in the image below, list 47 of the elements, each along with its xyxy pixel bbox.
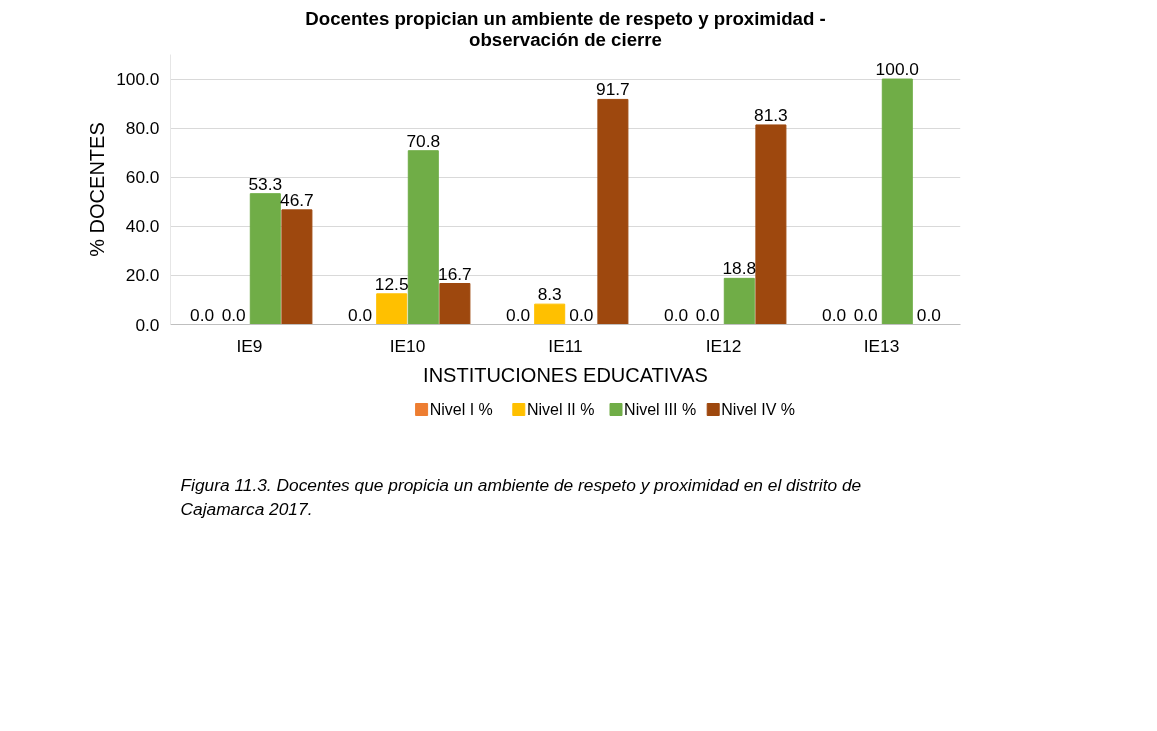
bar (881, 78, 913, 325)
bar (755, 124, 787, 325)
legend-label: Nivel III % (624, 401, 697, 418)
data-label: 0.0 (569, 304, 594, 325)
data-label: 53.3 (248, 173, 283, 194)
y-tick-label: 80.0 (125, 118, 160, 139)
data-label: 0.0 (695, 304, 720, 325)
y-tick-label: 20.0 (125, 265, 160, 286)
x-axis-title: INSTITUCIONES EDUCATIVAS (423, 363, 708, 386)
data-label: 0.0 (348, 304, 373, 325)
data-label: 0.0 (664, 304, 689, 325)
bar (723, 277, 755, 325)
data-label: 0.0 (822, 304, 847, 325)
y-tick-label: 100.0 (116, 69, 160, 90)
y-tick-label: 40.0 (125, 216, 160, 237)
text: Figura 11.3. Docentes que propicia un ambiente de respeto y proximidad en el distrito de Cajamarca 2017. (180, 474, 862, 519)
x-tick-label: IE11 (548, 335, 583, 356)
data-label: 16.7 (438, 263, 472, 284)
y-tick-label: 0.0 (135, 314, 160, 335)
data-label: 0.0 (221, 304, 246, 325)
legend-label: Nivel II % (526, 401, 595, 418)
data-label: 81.3 (754, 104, 788, 125)
data-label: 70.8 (406, 130, 441, 151)
y-axis-title: % DOCENTES (86, 122, 109, 257)
x-tick-label: IE13 (863, 335, 900, 356)
x-tick-label: IE12 (705, 335, 742, 356)
y-tick-label: 60.0 (125, 167, 160, 188)
data-label: 8.3 (537, 284, 562, 305)
chart-title: Docentes propician un ambiente de respeto y proximidad - observación de cierre (305, 7, 826, 50)
data-label: 0.0 (506, 304, 531, 325)
data-label: 0.0 (190, 304, 215, 325)
bar (376, 293, 408, 325)
legend-label: Nivel I % (429, 401, 493, 418)
x-tick-label: IE10 (389, 335, 426, 356)
legend-label: Nivel IV % (721, 401, 796, 418)
x-tick-label: IE9 (236, 335, 263, 356)
data-label: 0.0 (916, 304, 941, 325)
bar (534, 303, 566, 325)
bar (407, 150, 439, 325)
bar (439, 283, 471, 325)
bar (281, 209, 313, 325)
data-label: 91.7 (596, 79, 630, 100)
bar (249, 193, 281, 325)
data-label: 0.0 (853, 304, 878, 325)
bar (597, 98, 629, 325)
data-label: 100.0 (875, 59, 919, 80)
data-label: 12.5 (374, 273, 409, 294)
